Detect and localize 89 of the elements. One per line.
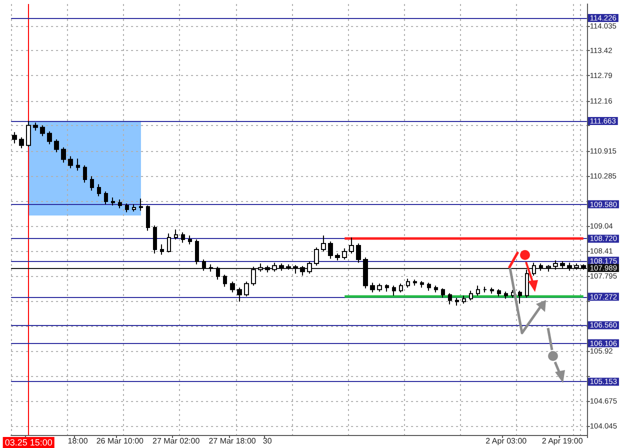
candlestick [139,198,143,212]
x-tick-label: 27 Mar 18:00 [208,436,256,446]
x-tick-label: 2 Apr 03:00 [486,436,528,446]
candlestick [385,284,389,292]
candlestick [300,265,305,276]
candlestick [497,288,501,297]
candlestick [420,280,424,288]
candlestick [434,285,438,293]
candlestick [406,278,410,288]
candlestick [279,263,284,272]
candlestick [258,263,263,272]
candlestick [328,241,333,260]
candlestick [19,136,24,149]
candlestick [560,260,565,269]
candlestick [160,244,164,256]
candlestick [153,225,157,254]
candlestick [125,202,129,213]
candlestick [567,262,572,272]
candlestick [399,283,403,293]
candlestick [342,248,347,260]
candlestick [272,262,277,272]
candlestick [314,247,319,266]
candlestick [54,138,59,153]
candlestick [97,184,101,197]
candlestick [195,239,199,265]
candlestick [392,285,396,296]
x-tick-label: 2 Apr 19:00 [542,436,584,446]
candlestick [356,243,361,264]
candlestick [202,259,206,272]
candlestick [476,285,480,296]
candlestick [321,235,326,252]
candlestick [111,196,115,206]
candlestick [251,266,256,286]
candlestick [33,122,38,132]
candlestick [118,198,122,209]
candlestick [525,269,529,298]
candlestick [209,264,213,272]
candlestick [244,281,249,297]
candlestick [230,281,235,293]
candlestick [427,282,431,292]
candlestick [104,190,108,205]
candlestick [518,290,522,304]
candlestick [68,156,73,169]
candlestick [377,283,382,292]
x-tick-label: 27 Mar 02:00 [152,436,200,446]
candlestick [146,204,150,232]
candlestick [26,120,31,148]
candlestick [286,264,291,270]
candlestick [307,261,312,274]
candlestick [174,229,178,240]
candlestick [12,132,17,144]
candlestick [40,124,45,137]
candlestick [574,263,579,270]
candlestick [76,158,80,172]
candlestick [441,288,445,298]
candlestick [181,232,185,244]
candlestick [293,264,298,274]
candlestick [490,287,494,294]
candlestick [216,266,220,280]
candlestick [237,287,242,302]
candlestick [349,237,354,254]
candlestick [363,257,368,289]
candlestick [539,263,543,272]
x-tick-label: 03.25 15:00 [4,438,52,448]
candlestick [448,292,452,305]
candlestick [462,295,466,304]
candlestick [90,176,94,192]
candlestick [132,204,136,212]
candlestick [553,260,558,270]
candlestick [581,264,586,270]
candlestick [413,279,417,286]
candlestick [370,282,375,293]
candlestick [265,265,270,273]
candlestick [223,274,227,288]
x-tick-label: 18:00 [68,436,88,446]
candlestick [61,146,66,164]
x-tick-label: 26 Mar 10:00 [96,436,144,446]
candlestick [83,164,87,184]
candlestick [504,291,508,300]
candlestick [483,286,487,293]
candlestick [455,298,459,306]
candlestick [546,264,551,272]
candlestick [167,233,171,253]
candlestick [188,235,192,245]
candlestick [532,262,536,276]
x-tick-label: 30 [262,436,272,446]
candlestick [469,290,473,301]
candlestick [335,253,340,261]
candlestick [47,130,52,145]
